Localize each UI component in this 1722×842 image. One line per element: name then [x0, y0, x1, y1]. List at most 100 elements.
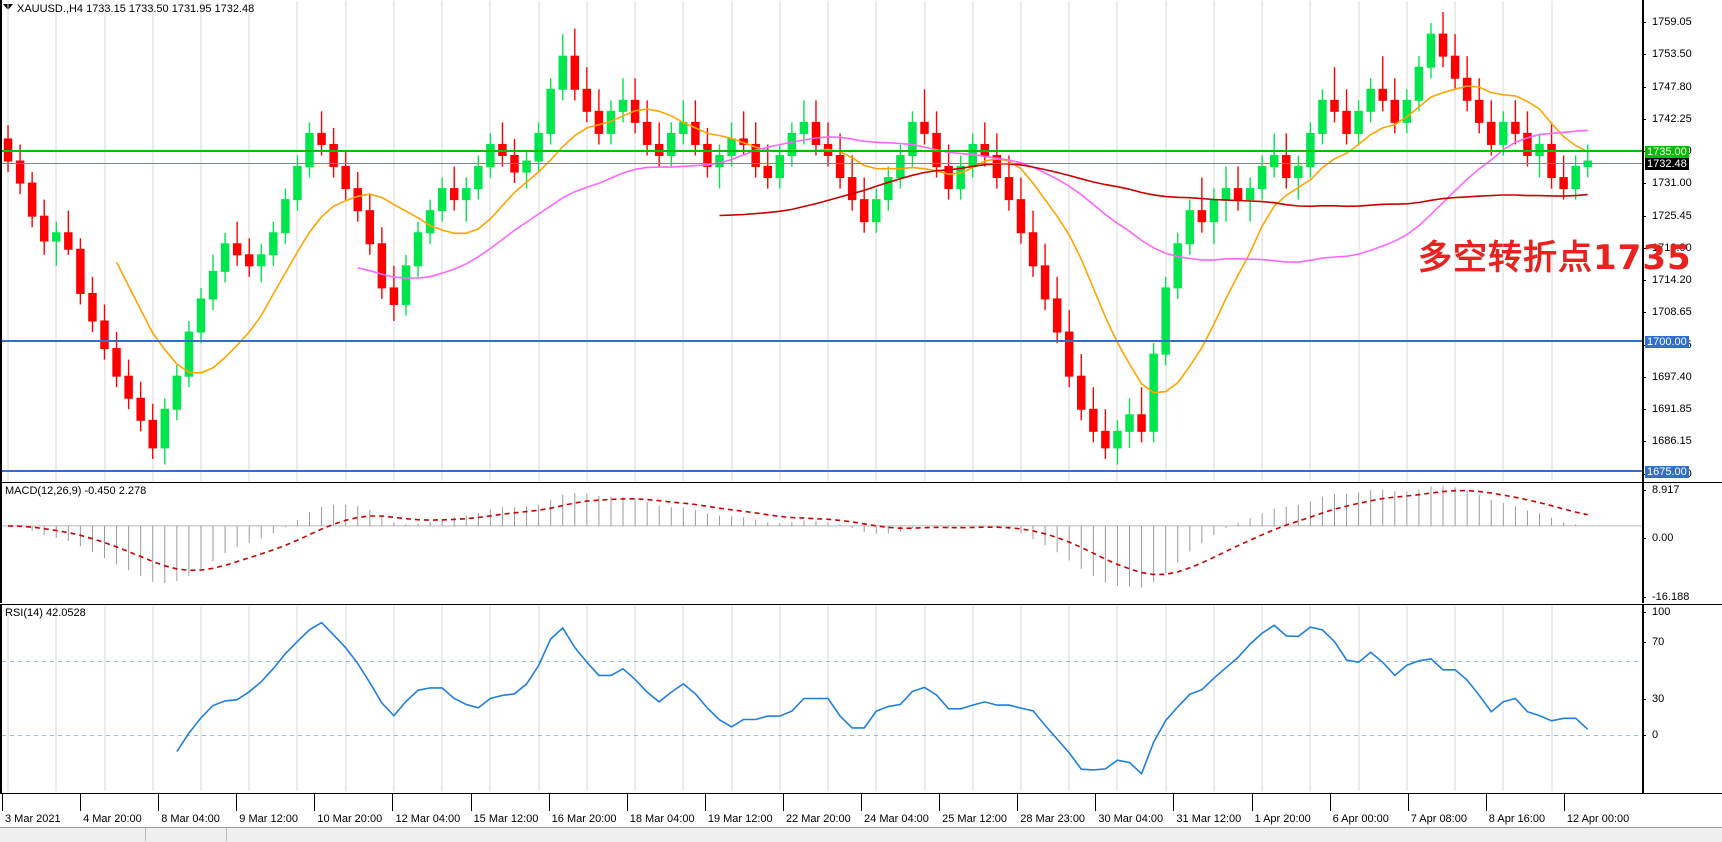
- price-axis-tick: [1642, 280, 1646, 281]
- level-line-1735: [2, 150, 1642, 152]
- macd-title: MACD(12,26,9) -0.450 2.278: [5, 485, 147, 497]
- price-axis-label: 1708.65: [1652, 306, 1692, 319]
- time-axis-label: 22 Mar 20:00: [785, 813, 851, 825]
- time-axis-label: 28 Mar 23:00: [1020, 813, 1086, 825]
- price-axis-tick: [1642, 376, 1646, 378]
- macd-axis-label: 8.917: [1652, 484, 1680, 496]
- rsi-axis-tick: [1642, 642, 1646, 643]
- price-axis-label: 1742.25: [1652, 112, 1692, 125]
- price-candles-canvas: [3, 1, 1592, 481]
- macd-panel-divider: [0, 482, 1722, 483]
- time-axis-tick: [626, 793, 628, 811]
- price-axis-label: 1747.80: [1652, 80, 1692, 93]
- time-axis-tick: [470, 793, 472, 811]
- time-axis-label: 6 Apr 00:00: [1332, 813, 1389, 825]
- price-axis-label: 1725.45: [1652, 209, 1692, 222]
- time-axis-label: 25 Mar 12:00: [942, 813, 1007, 825]
- price-axis-label: 1759.05: [1652, 16, 1692, 28]
- macd-axis-line: [1642, 483, 1644, 603]
- price-axis-tick: [1642, 151, 1646, 152]
- price-axis-label: 1719.90: [1652, 241, 1692, 254]
- time-axis-divider: [0, 793, 1722, 794]
- time-axis-tick: [782, 793, 784, 811]
- time-axis-label: 30 Mar 04:00: [1098, 813, 1164, 825]
- chart-annotation: 多空转折点1735: [1418, 238, 1692, 278]
- time-axis-tick: [704, 793, 706, 811]
- level-line-1732: [2, 163, 1642, 164]
- taskbar-cell-2[interactable]: [146, 828, 227, 841]
- macd-axis-label: 0.00: [1652, 532, 1674, 544]
- price-axis-tick: [1642, 215, 1646, 217]
- rsi-axis-tick: [1642, 612, 1646, 613]
- price-axis-label: 1691.85: [1652, 403, 1692, 415]
- rsi-canvas: [2, 606, 1642, 791]
- time-axis-label: 18 Mar 04:00: [629, 813, 695, 825]
- price-chart-panel[interactable]: [0, 0, 1722, 482]
- price-axis-label: 1686.15: [1652, 435, 1692, 448]
- time-axis-tick: [548, 793, 550, 811]
- price-axis-tick: [1642, 312, 1646, 314]
- taskbar[interactable]: [0, 827, 1722, 842]
- price-axis-tick: [1642, 118, 1646, 120]
- price-axis-tick: [1642, 409, 1646, 410]
- price-axis-line: [1642, 0, 1644, 482]
- rsi-axis-tick: [1642, 699, 1646, 700]
- symbol-period-label: XAUUSD.,H4 1733.15 1733.50 1731.95 1732.…: [17, 3, 255, 15]
- time-axis-label: 31 Mar 12:00: [1176, 813, 1242, 825]
- time-axis-tick: [861, 793, 863, 811]
- price-axis-tick: [1642, 441, 1646, 443]
- rsi-axis-label: 30: [1652, 693, 1665, 705]
- taskbar-cell-3[interactable]: [227, 828, 1722, 841]
- time-axis-label: 7 Apr 08:00: [1410, 813, 1467, 825]
- macd-panel[interactable]: [0, 483, 1722, 603]
- price-axis-tick: [1642, 247, 1646, 249]
- time-axis-tick: [1173, 793, 1175, 811]
- price-axis-tick: [1642, 22, 1646, 23]
- time-axis-label: 3 Mar 2021: [5, 813, 61, 825]
- time-axis-tick: [80, 793, 82, 811]
- time-axis-tick: [1017, 793, 1019, 811]
- time-axis-label: 12 Mar 04:00: [395, 813, 461, 825]
- macd-axis-tick: [1642, 538, 1646, 539]
- price-axis-tick: [1642, 344, 1646, 346]
- time-axis-label: 8 Apr 16:00: [1488, 813, 1546, 825]
- time-axis-tick: [2, 793, 3, 811]
- rsi-panel-divider: [0, 604, 1722, 605]
- price-axis-tick: [1642, 473, 1646, 475]
- level-line-1675: [2, 470, 1642, 472]
- time-axis-tick: [158, 793, 160, 811]
- price-tag-1732-48: 1732.48: [1645, 158, 1689, 170]
- macd-axis-label: -16.188: [1652, 591, 1690, 603]
- time-axis-label: 10 Mar 20:00: [317, 813, 383, 825]
- time-axis-tick: [236, 793, 238, 811]
- time-axis-tick: [392, 793, 394, 811]
- price-tag-1675-00: 1675.00: [1645, 466, 1689, 478]
- time-axis-tick: [1485, 793, 1487, 811]
- price-axis-label: 1731.00: [1652, 177, 1692, 190]
- rsi-panel[interactable]: [0, 605, 1722, 793]
- time-axis-tick: [1407, 793, 1409, 811]
- time-axis-tick: [939, 793, 941, 811]
- taskbar-cell-1[interactable]: [0, 828, 146, 841]
- time-axis-label: 1 Apr 20:00: [1254, 813, 1311, 825]
- price-axis-label: 1753.50: [1652, 48, 1692, 61]
- time-axis-tick: [1563, 793, 1565, 811]
- time-axis-label: 19 Mar 12:00: [707, 813, 773, 825]
- macd-canvas: [2, 485, 1642, 588]
- price-axis-label: 1697.40: [1652, 370, 1692, 383]
- time-axis-label: 24 Mar 04:00: [864, 813, 929, 825]
- time-axis-label: 15 Mar 12:00: [473, 813, 539, 825]
- rsi-axis-label: 0: [1652, 729, 1659, 741]
- rsi-axis-label: 70: [1652, 636, 1665, 648]
- time-axis-tick: [1251, 793, 1253, 811]
- time-axis-label: 16 Mar 20:00: [551, 813, 617, 825]
- time-axis-label: 4 Mar 20:00: [83, 813, 142, 825]
- time-axis-label: 12 Apr 00:00: [1566, 813, 1630, 825]
- price-tag-1700-00: 1700.00: [1645, 336, 1689, 348]
- rsi-title: RSI(14) 42.0528: [5, 607, 86, 619]
- time-axis-label: 9 Mar 12:00: [239, 813, 298, 825]
- price-axis-tick: [1642, 183, 1646, 185]
- rsi-axis-tick: [1642, 735, 1646, 736]
- time-axis-tick: [1095, 793, 1097, 811]
